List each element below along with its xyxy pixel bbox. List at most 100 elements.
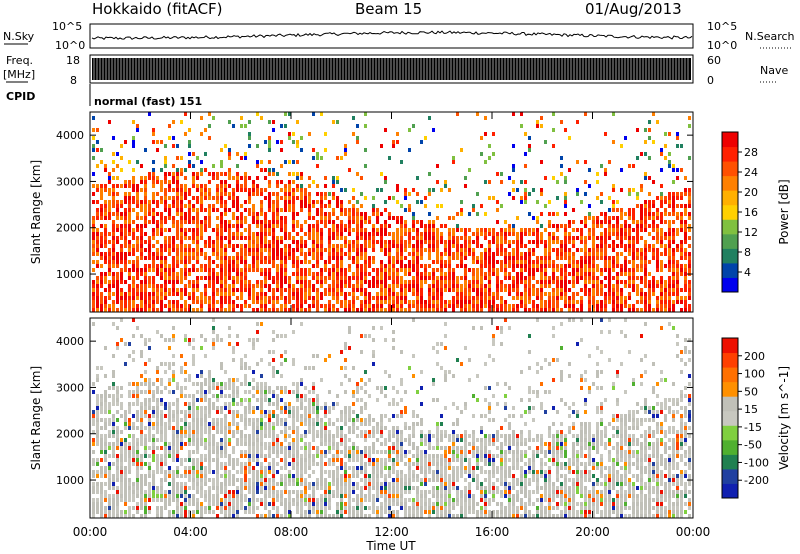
heatmap-cell	[140, 228, 143, 232]
heatmap-cell	[232, 308, 235, 312]
heatmap-cell	[132, 176, 135, 180]
heatmap-cell	[500, 264, 503, 268]
heatmap-cell	[236, 462, 239, 466]
heatmap-cell	[176, 280, 179, 284]
heatmap-cell	[636, 256, 639, 260]
heatmap-cell	[284, 228, 287, 232]
heatmap-cell	[552, 268, 555, 272]
heatmap-cell	[392, 292, 395, 296]
heatmap-cell	[336, 196, 339, 200]
heatmap-cell	[156, 490, 159, 494]
heatmap-cell	[240, 366, 243, 370]
heatmap-cell	[240, 304, 243, 308]
heatmap-cell	[524, 232, 527, 236]
heatmap-cell	[232, 410, 235, 414]
heatmap-cell	[108, 402, 111, 406]
heatmap-cell	[524, 280, 527, 284]
heatmap-cell	[124, 264, 127, 268]
heatmap-cell	[336, 200, 339, 204]
heatmap-cell	[100, 300, 103, 304]
heatmap-cell	[228, 284, 231, 288]
heatmap-cell	[204, 196, 207, 200]
heatmap-cell	[192, 434, 195, 438]
heatmap-cell	[412, 224, 415, 228]
heatmap-cell	[240, 442, 243, 446]
heatmap-cell	[332, 208, 335, 212]
heatmap-cell	[220, 268, 223, 272]
heatmap-cell	[612, 260, 615, 264]
heatmap-cell	[536, 308, 539, 312]
heatmap-cell	[500, 236, 503, 240]
heatmap-cell	[304, 192, 307, 196]
heatmap-cell	[344, 236, 347, 240]
heatmap-cell	[248, 248, 251, 252]
heatmap-cell	[360, 292, 363, 296]
heatmap-cell	[264, 168, 267, 172]
heatmap-cell	[296, 176, 299, 180]
heatmap-cell	[312, 112, 315, 116]
heatmap-cell	[400, 204, 403, 208]
heatmap-cell	[416, 240, 419, 244]
heatmap-cell	[264, 224, 267, 228]
heatmap-cell	[332, 268, 335, 272]
heatmap-cell	[128, 490, 131, 494]
heatmap-cell	[244, 434, 247, 438]
heatmap-cell	[168, 446, 171, 450]
heatmap-cell	[240, 362, 243, 366]
heatmap-cell	[216, 334, 219, 338]
heatmap-cell	[232, 466, 235, 470]
heatmap-cell	[312, 256, 315, 260]
heatmap-cell	[460, 252, 463, 256]
heatmap-cell	[140, 240, 143, 244]
heatmap-cell	[188, 406, 191, 410]
heatmap-cell	[684, 236, 687, 240]
heatmap-cell	[248, 398, 251, 402]
heatmap-cell	[684, 224, 687, 228]
heatmap-cell	[204, 256, 207, 260]
heatmap-cell	[188, 494, 191, 498]
heatmap-cell	[596, 236, 599, 240]
heatmap-cell	[108, 296, 111, 300]
heatmap-cell	[644, 292, 647, 296]
heatmap-cell	[268, 144, 271, 148]
heatmap-cell	[296, 292, 299, 296]
heatmap-cell	[192, 458, 195, 462]
heatmap-cell	[168, 288, 171, 292]
heatmap-cell	[308, 212, 311, 216]
heatmap-cell	[428, 292, 431, 296]
heatmap-cell	[232, 304, 235, 308]
heatmap-cell	[284, 236, 287, 240]
heatmap-cell	[352, 244, 355, 248]
heatmap-cell	[216, 276, 219, 280]
heatmap-cell	[116, 276, 119, 280]
heatmap-cell	[500, 300, 503, 304]
heatmap-cell	[608, 280, 611, 284]
heatmap-cell	[204, 296, 207, 300]
heatmap-cell	[184, 232, 187, 236]
heatmap-cell	[116, 284, 119, 288]
heatmap-cell	[380, 272, 383, 276]
heatmap-cell	[556, 256, 559, 260]
heatmap-cell	[576, 248, 579, 252]
heatmap-cell	[108, 120, 111, 124]
heatmap-cell	[312, 216, 315, 220]
heatmap-cell	[220, 466, 223, 470]
heatmap-cell	[276, 224, 279, 228]
heatmap-cell	[456, 112, 459, 116]
heatmap-cell	[220, 276, 223, 280]
heatmap-cell	[636, 224, 639, 228]
heatmap-cell	[476, 308, 479, 312]
heatmap-cell	[148, 390, 151, 394]
heatmap-cell	[476, 300, 479, 304]
heatmap-cell	[340, 276, 343, 280]
heatmap-cell	[504, 276, 507, 280]
heatmap-cell	[280, 164, 283, 168]
heatmap-cell	[628, 192, 631, 196]
heatmap-cell	[120, 442, 123, 446]
heatmap-cell	[184, 510, 187, 514]
heatmap-cell	[188, 284, 191, 288]
heatmap-cell	[604, 300, 607, 304]
heatmap-cell	[572, 276, 575, 280]
heatmap-cell	[244, 498, 247, 502]
